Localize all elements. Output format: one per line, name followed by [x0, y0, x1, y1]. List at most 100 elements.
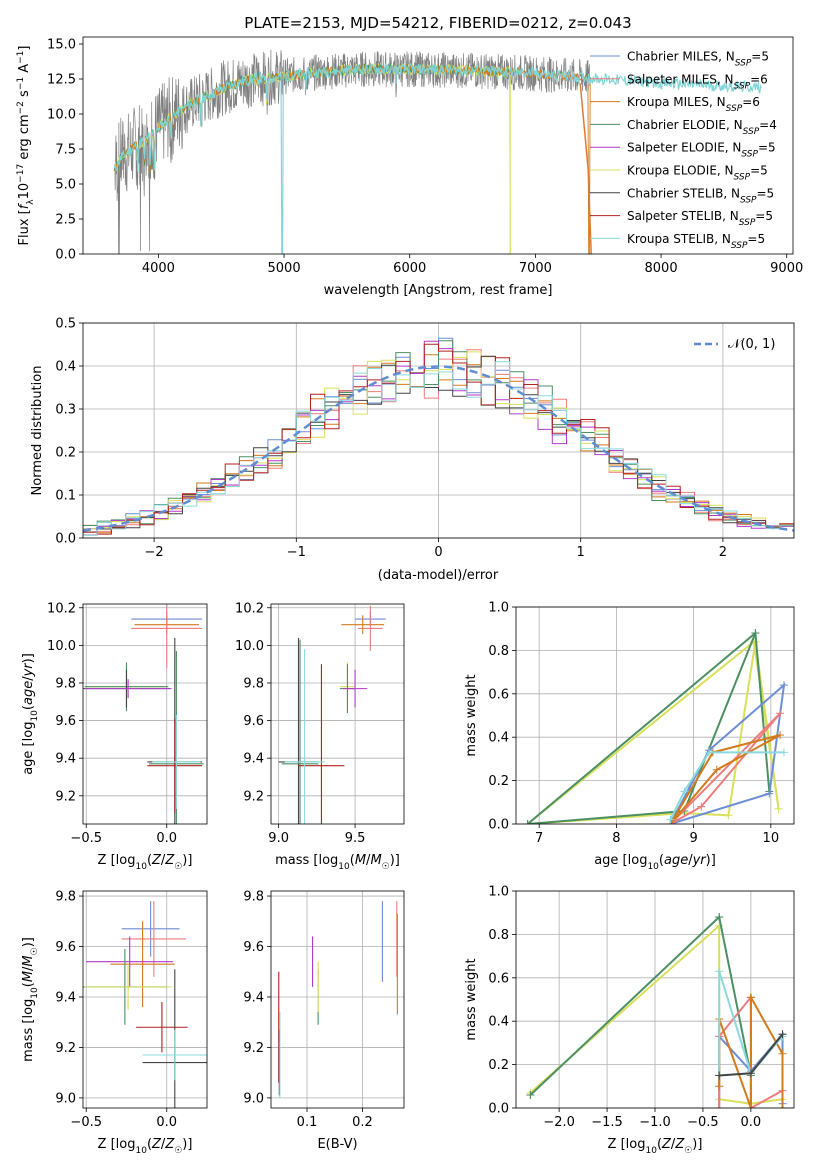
x-tick-label: 0	[434, 545, 442, 560]
x-tick-label: 5000	[268, 261, 301, 276]
plot-mass_Z: −0.5 0.0 9.0 9.2 9.4 9.6 9.8 Z [log10(Z/Z☉)] mas…	[21, 890, 208, 1156]
x-tick-label: 6000	[393, 261, 426, 276]
legend-label: Kroupa STELIB, NSSP=5	[627, 232, 765, 251]
x-axis-label: age [log10(age/yr)]	[594, 853, 716, 872]
y-tick-label: 5.0	[55, 178, 76, 193]
mass-weight-series	[529, 915, 752, 1096]
x-axis-label: E(B-V)	[317, 1137, 357, 1152]
plot-area	[83, 337, 794, 538]
y-tick-label: 10.0	[235, 639, 264, 654]
legend-label: Kroupa MILES, NSSP=6	[627, 95, 760, 114]
legend-label: Chabrier MILES, NSSP=5	[627, 50, 769, 69]
y-tick-label: 2.5	[55, 213, 76, 228]
y-axis-label: mass weight	[464, 958, 479, 1040]
legend-label: Salpeter ELODIE, NSSP=5	[627, 141, 776, 160]
y-tick-label: 9.2	[55, 1041, 76, 1056]
plot-mw_age: 7 8 9 10 0.0 0.2 0.4 0.6 0.8 1.0 age [log10(age/yr…	[464, 601, 795, 872]
y-tick-label: 7.5	[55, 143, 76, 158]
x-tick-label: 8000	[645, 261, 678, 276]
mass-weight-series	[669, 712, 781, 824]
histogram-step	[83, 361, 794, 538]
y-tick-label: 9.6	[243, 940, 264, 955]
legend-label: Salpeter STELIB, NSSP=5	[627, 209, 773, 228]
y-tick-label: 9.4	[55, 752, 76, 767]
y-tick-label: 0.0	[488, 1102, 509, 1117]
y-tick-label: 0.6	[488, 971, 509, 986]
plot-area	[278, 605, 386, 824]
x-tick-label: 0.0	[741, 1115, 762, 1130]
y-tick-label: 0.2	[488, 1058, 509, 1073]
x-tick-label: 1	[577, 545, 585, 560]
y-tick-label: 9.2	[243, 1041, 264, 1056]
x-axis-label: Z [log10(Z/Z☉)]	[608, 1137, 703, 1156]
x-tick-label: 0.2	[352, 1115, 373, 1130]
y-tick-label: 9.6	[55, 940, 76, 955]
plot-spectrum: 4000 5000 6000 7000 8000 9000 0.0 2.5 5.0 7.5 10.0…	[16, 36, 803, 298]
histogram-step	[83, 343, 794, 538]
y-tick-label: 10.2	[47, 601, 76, 616]
x-tick-label: 10	[763, 831, 780, 846]
y-tick-label: 9.6	[243, 714, 264, 729]
y-tick-label: 0.0	[488, 818, 509, 833]
mass-weight-series	[529, 923, 784, 1108]
plot-residuals: −2 −1 0 1 2 0.0 0.1 0.2 0.3 0.4 0.5 𝒩(0, 1) (data-mo…	[30, 317, 795, 583]
y-tick-label: 0.4	[488, 731, 509, 746]
x-tick-label: −0.5	[70, 831, 102, 846]
y-axis-label: age [log10(age/yr)]	[21, 653, 40, 775]
axes-frame	[82, 36, 794, 255]
mass-weight-series	[669, 682, 786, 824]
x-tick-label: 7000	[519, 261, 552, 276]
y-tick-label: 9.6	[55, 714, 76, 729]
x-tick-label: −1	[287, 545, 306, 560]
y-tick-label: 10.2	[235, 601, 264, 616]
y-tick-label: 1.0	[488, 885, 509, 900]
y-tick-label: 0.2	[488, 774, 509, 789]
x-tick-label: 9.5	[345, 831, 366, 846]
plot-area	[83, 901, 207, 1108]
axes-frame	[82, 890, 208, 1109]
y-tick-label: 9.4	[55, 990, 76, 1005]
model-dropoff	[579, 83, 592, 254]
y-tick-label: 10.0	[47, 639, 76, 654]
x-axis-label: (data-model)/error	[378, 568, 499, 583]
x-tick-label: 4000	[142, 261, 175, 276]
plots-group: 4000 5000 6000 7000 8000 90000.02.55.07.510.0…	[16, 36, 803, 1156]
y-tick-label: 0.4	[55, 360, 76, 375]
x-tick-label: −2.0	[543, 1115, 575, 1130]
plot-mass_ebv: 0.1 0.2 9.0 9.2 9.4 9.6 9.8 E(B-V)	[243, 890, 405, 1152]
x-tick-label: 9	[689, 831, 697, 846]
x-axis-label: Z [log10(Z/Z☉)]	[98, 853, 193, 872]
x-tick-label: −0.5	[687, 1115, 719, 1130]
axes-frame	[515, 606, 795, 825]
legend-label: Salpeter MILES, NSSP=6	[627, 72, 768, 91]
y-tick-label: 9.0	[55, 1091, 76, 1106]
mass-weight-series	[526, 631, 771, 824]
model-spectrum-kroupa-stelib	[113, 62, 762, 254]
x-axis-label: Z [log10(Z/Z☉)]	[98, 1137, 193, 1156]
plot-area	[523, 629, 788, 824]
x-tick-label: 7	[535, 831, 543, 846]
y-tick-label: 0.4	[488, 1015, 509, 1030]
plot-mw_Z: −2.0 −1.5 −1.0 −0.5 0.0 0.0 0.2 0.4 0.6 0.8 1.0 Z […	[464, 885, 795, 1156]
x-tick-label: 0.0	[156, 1115, 177, 1130]
legend-label: Chabrier ELODIE, NSSP=4	[627, 118, 777, 137]
y-tick-label: 0.8	[488, 928, 509, 943]
axes-frame	[270, 890, 405, 1109]
y-tick-label: 9.8	[243, 890, 264, 905]
y-tick-label: 0.0	[55, 532, 76, 547]
x-tick-label: 0.1	[297, 1115, 318, 1130]
x-tick-label: 9000	[770, 261, 803, 276]
y-tick-label: 9.4	[243, 990, 264, 1005]
plot-area	[83, 604, 204, 824]
y-tick-label: 0.0	[55, 248, 76, 263]
x-tick-label: 8	[612, 831, 620, 846]
y-axis-label: mass weight	[464, 674, 479, 756]
plot-age_mass: 9.0 9.5 9.2 9.4 9.6 9.8 10.0 10.2 mass [log10(M/…	[235, 601, 405, 872]
plot-age_Z: −0.5 0.0 9.2 9.4 9.6 9.8 10.0 10.2 Z [log10(Z/Z☉…	[21, 601, 208, 872]
y-tick-label: 0.1	[55, 489, 76, 504]
y-axis-label: mass [log10(M/M☉)]	[21, 937, 40, 1062]
plot-area	[278, 901, 398, 1098]
legend-label: 𝒩(0, 1)	[728, 337, 775, 352]
y-tick-label: 9.8	[55, 890, 76, 905]
